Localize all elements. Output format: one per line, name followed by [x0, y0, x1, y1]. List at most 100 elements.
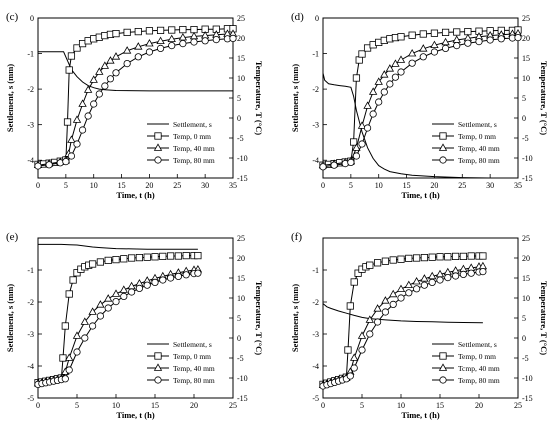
legend-marker [438, 143, 448, 151]
x-tick-label: 20 [475, 401, 483, 410]
data-point [381, 257, 390, 265]
data-point [63, 118, 72, 126]
data-point [412, 285, 421, 293]
x-tick-label: 35 [229, 181, 237, 190]
data-point [45, 161, 53, 169]
data-point [111, 52, 121, 60]
y2-tick-label: 25 [522, 234, 530, 243]
y2-tick-label: 20 [522, 254, 530, 263]
data-point [96, 312, 105, 320]
y2-tick-label: -15 [237, 174, 248, 183]
data-point [428, 253, 436, 261]
y2-tick-label: 10 [522, 294, 530, 303]
y2-tick-label: 5 [237, 94, 241, 103]
y-tick-label: -2 [27, 298, 34, 307]
data-point [419, 53, 427, 61]
data-point [212, 35, 220, 44]
data-point [104, 304, 112, 312]
chart-panel: (f)0 5 10 15 20 25-5-4-3-2-1-15-10-5051015202… [290, 231, 549, 420]
data-point [104, 256, 112, 265]
x-tick-label: 20 [145, 181, 153, 190]
y2-tick-label: -10 [237, 374, 248, 383]
data-point [412, 254, 421, 262]
x-tick-label: 25 [173, 181, 181, 190]
data-point [151, 253, 159, 261]
y-axis-label: Settlement, s (mm) [5, 284, 15, 352]
x-tick-label: 15 [151, 401, 159, 410]
data-point [369, 110, 377, 118]
data-point [475, 37, 483, 46]
data-point [420, 274, 429, 282]
data-point [101, 82, 109, 90]
data-point [397, 68, 405, 76]
data-point [381, 308, 389, 316]
data-point [347, 158, 355, 166]
data-point [444, 273, 452, 282]
data-point [159, 276, 167, 284]
y2-tick-label: 25 [237, 14, 245, 23]
x-tick-label: 10 [375, 181, 383, 190]
x-tick-label: 10 [112, 401, 120, 410]
data-point [451, 272, 460, 280]
legend-marker [439, 156, 447, 164]
legend-entry: Tcmp, 40 mm [458, 364, 500, 373]
y2-tick-label: -15 [237, 394, 248, 403]
data-point [404, 280, 413, 289]
data-point [100, 61, 110, 69]
data-point [420, 253, 429, 262]
y-tick-label: -4 [312, 362, 319, 371]
y-tick-label: -5 [312, 394, 319, 403]
data-point [145, 27, 154, 35]
x-tick-label: 10 [397, 401, 405, 410]
data-point [65, 366, 73, 374]
data-point [441, 44, 450, 53]
y2-axis-label: Temperature, T (°C) [254, 61, 264, 135]
y2-tick-label: 25 [522, 14, 530, 23]
data-point [167, 34, 176, 42]
data-point [428, 278, 436, 286]
data-point [436, 276, 444, 284]
data-point [190, 38, 198, 46]
data-point [119, 285, 128, 293]
data-point [352, 152, 361, 160]
data-point [182, 251, 190, 260]
x-tick-label: 25 [514, 401, 522, 410]
data-point [420, 281, 428, 289]
data-point [366, 330, 374, 338]
y-tick-label: -3 [312, 121, 319, 130]
data-point [419, 44, 428, 52]
data-point [350, 278, 358, 286]
data-point [380, 88, 388, 96]
data-point [350, 364, 358, 372]
data-point [96, 258, 104, 266]
data-point [72, 331, 82, 339]
data-point [62, 158, 70, 166]
data-point [34, 162, 42, 170]
data-point [61, 375, 69, 383]
data-point [67, 152, 76, 160]
data-point [104, 294, 113, 302]
x-tick-label: 35 [514, 181, 522, 190]
data-point [166, 252, 175, 260]
x-tick-label: 15 [436, 401, 444, 410]
data-point [81, 334, 89, 342]
data-point [143, 253, 151, 261]
chart-panel: (d)0 5 10 15 20 25 30 35-4-3-2-10-15-10-5051015… [290, 11, 549, 200]
y2-axis-label: Temperature, T (°C) [539, 281, 549, 355]
data-point [106, 56, 115, 64]
data-point [459, 270, 467, 278]
data-point [156, 26, 165, 35]
data-point [486, 36, 494, 44]
data-point [135, 284, 143, 292]
legend-entry: Settlement, s [458, 120, 497, 129]
settlement-line [38, 243, 198, 250]
data-point [479, 267, 487, 276]
x-axis-label: Time, t (h) [116, 410, 154, 420]
data-point [69, 276, 77, 284]
y2-axis-label: Temperature, T (°C) [254, 281, 264, 355]
y-tick-label: -1 [27, 50, 34, 59]
data-point [182, 271, 190, 279]
data-point [84, 112, 92, 120]
y2-tick-label: 5 [522, 94, 526, 103]
data-point [352, 143, 361, 151]
